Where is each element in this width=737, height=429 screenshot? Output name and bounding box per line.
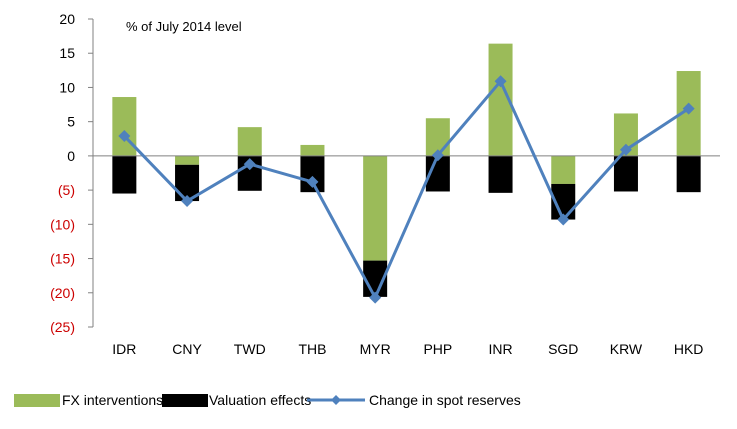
x-tick-label: IDR xyxy=(112,341,136,357)
y-tick-label: 15 xyxy=(59,45,75,61)
marker-myr xyxy=(369,291,382,304)
bar-fx-interventions-idr xyxy=(112,97,137,156)
y-tick-label: 0 xyxy=(67,148,75,164)
bars xyxy=(93,43,720,297)
x-tick-label: CNY xyxy=(172,341,202,357)
y-tick-label: 20 xyxy=(59,11,75,27)
legend-marker-change-in-spot-reserves xyxy=(331,395,341,405)
chart-note: % of July 2014 level xyxy=(126,19,242,34)
x-tick-label: THB xyxy=(298,341,326,357)
legend-label-change-in-spot-reserves: Change in spot reserves xyxy=(369,392,521,408)
marker-inr xyxy=(494,75,507,88)
marker-twd xyxy=(243,158,256,171)
x-tick-label: PHP xyxy=(423,341,452,357)
y-tick-label: 10 xyxy=(59,79,75,95)
bar-valuation-effects-inr xyxy=(488,155,513,193)
y-tick-label: (5) xyxy=(58,182,75,198)
legend-swatch-fx-interventions xyxy=(14,394,60,407)
x-tick-label: INR xyxy=(488,341,512,357)
legend-label-valuation-effects: Valuation effects xyxy=(209,392,311,408)
marker-hkd xyxy=(682,102,695,115)
y-axis: 20 15 10 5 0 (5) (10) (15) (20) (25) xyxy=(50,11,94,335)
marker-krw xyxy=(619,143,632,156)
bar-valuation-effects-hkd xyxy=(676,155,701,193)
y-tick-label: (15) xyxy=(50,251,75,267)
bar-fx-interventions-sgd xyxy=(551,155,576,184)
marker-php xyxy=(431,149,444,162)
legend-label-fx-interventions: FX interventions xyxy=(62,392,163,408)
x-tick-label: TWD xyxy=(234,341,266,357)
line-series xyxy=(118,75,695,304)
bar-fx-interventions-cny xyxy=(175,155,200,165)
legend: FX interventions Valuation effects Change … xyxy=(14,392,521,408)
bar-fx-interventions-thb xyxy=(300,144,325,156)
x-tick-label: SGD xyxy=(548,341,578,357)
x-tick-label: HKD xyxy=(674,341,704,357)
bar-fx-interventions-myr xyxy=(363,155,388,261)
y-tick-label: (20) xyxy=(50,285,75,301)
line-change-in-spot-reserves xyxy=(123,79,690,300)
marker-cny xyxy=(181,195,194,208)
y-tick-label: (10) xyxy=(50,216,75,232)
x-axis: IDR CNY TWD THB MYR PHP INR SGD KRW HKD xyxy=(112,341,703,357)
marker-sgd xyxy=(557,213,570,226)
marker-idr xyxy=(118,130,131,143)
legend-swatch-valuation-effects xyxy=(162,394,208,407)
y-tick-label: (25) xyxy=(50,319,75,335)
bar-valuation-effects-idr xyxy=(112,155,137,194)
bar-fx-interventions-twd xyxy=(237,127,262,156)
bar-valuation-effects-krw xyxy=(613,155,638,192)
y-tick-label: 5 xyxy=(67,114,75,130)
x-tick-label: MYR xyxy=(360,341,391,357)
x-tick-label: KRW xyxy=(610,341,643,357)
marker-thb xyxy=(306,175,319,188)
